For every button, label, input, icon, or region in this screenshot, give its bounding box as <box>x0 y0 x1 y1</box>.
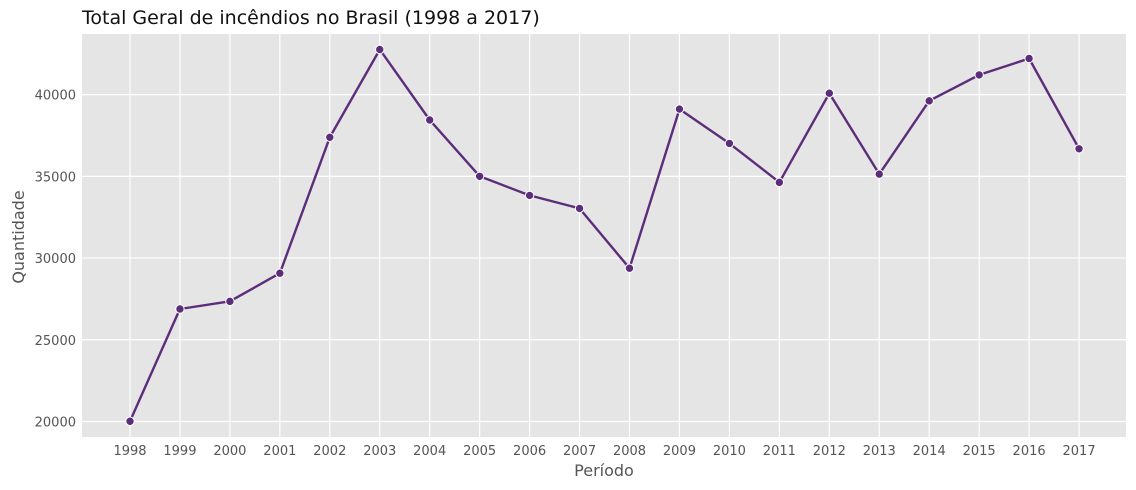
y-axis-label: Quantidade <box>9 190 28 283</box>
data-point <box>125 416 135 426</box>
y-tick-label: 25000 <box>35 334 76 349</box>
x-tick-label: 2015 <box>963 444 996 459</box>
plot-area <box>82 34 1126 437</box>
x-tick-label: 2002 <box>313 444 346 459</box>
x-tick-label: 2001 <box>263 444 296 459</box>
x-tick-label: 2016 <box>1013 444 1046 459</box>
x-axis-ticks: 1998 1999 2000 2001 2002 2003 2004 2005 2006 2007… <box>113 444 1095 459</box>
chart-title: Total Geral de incêndios no Brasil (1998… <box>81 7 540 29</box>
series-line <box>128 48 1081 422</box>
data-point <box>375 44 385 55</box>
x-axis-label: Período <box>574 461 634 480</box>
y-tick-label: 30000 <box>35 252 76 267</box>
x-tick-label: 2000 <box>213 444 246 459</box>
x-tick-label: 2008 <box>613 444 646 459</box>
data-point <box>774 177 785 188</box>
data-point <box>325 132 335 142</box>
x-tick-label: 2009 <box>663 444 696 459</box>
x-tick-label: 2006 <box>513 444 546 459</box>
data-points <box>125 44 1084 426</box>
data-point <box>724 138 735 149</box>
x-tick-label: 2014 <box>913 444 946 459</box>
x-tick-label: 2012 <box>813 444 846 459</box>
data-point <box>824 88 834 98</box>
x-tick-label: 2013 <box>863 444 896 459</box>
data-point <box>874 169 884 179</box>
y-tick-label: 20000 <box>35 415 76 430</box>
x-tick-label: 1998 <box>113 444 146 459</box>
y-tick-label: 40000 <box>35 89 76 104</box>
data-point <box>524 190 535 201</box>
data-point <box>225 296 235 307</box>
data-point <box>974 70 984 80</box>
data-point <box>1074 144 1084 154</box>
x-tick-label: 1999 <box>163 444 196 459</box>
grid-lines <box>82 34 1126 437</box>
data-point <box>1024 53 1034 64</box>
y-tick-label: 35000 <box>35 170 76 185</box>
data-point <box>275 268 285 278</box>
x-tick-label: 2010 <box>713 444 746 459</box>
data-point <box>425 115 435 125</box>
data-point <box>574 203 585 214</box>
data-point <box>674 104 685 114</box>
data-point <box>474 171 485 181</box>
x-tick-label: 2007 <box>563 444 596 459</box>
data-point <box>624 263 635 273</box>
data-point <box>924 96 934 106</box>
data-point <box>175 304 185 314</box>
x-tick-label: 2004 <box>413 444 446 459</box>
x-tick-label: 2003 <box>363 444 396 459</box>
y-axis-ticks: 20000 25000 30000 35000 40000 <box>35 89 76 431</box>
x-tick-label: 2005 <box>463 444 496 459</box>
x-tick-label: 2011 <box>763 444 796 459</box>
x-tick-label: 2017 <box>1063 444 1096 459</box>
